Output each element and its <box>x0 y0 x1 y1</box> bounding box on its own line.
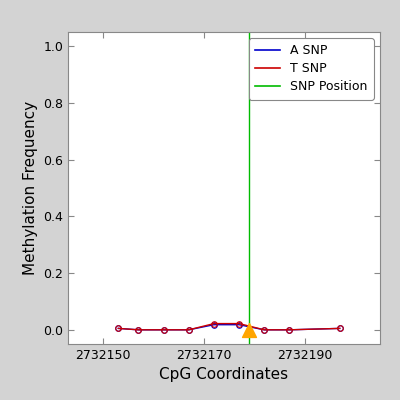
Y-axis label: Methylation Frequency: Methylation Frequency <box>22 101 38 275</box>
X-axis label: CpG Coordinates: CpG Coordinates <box>160 368 288 382</box>
Legend: A SNP, T SNP, SNP Position: A SNP, T SNP, SNP Position <box>249 38 374 100</box>
Point <box>246 327 252 333</box>
